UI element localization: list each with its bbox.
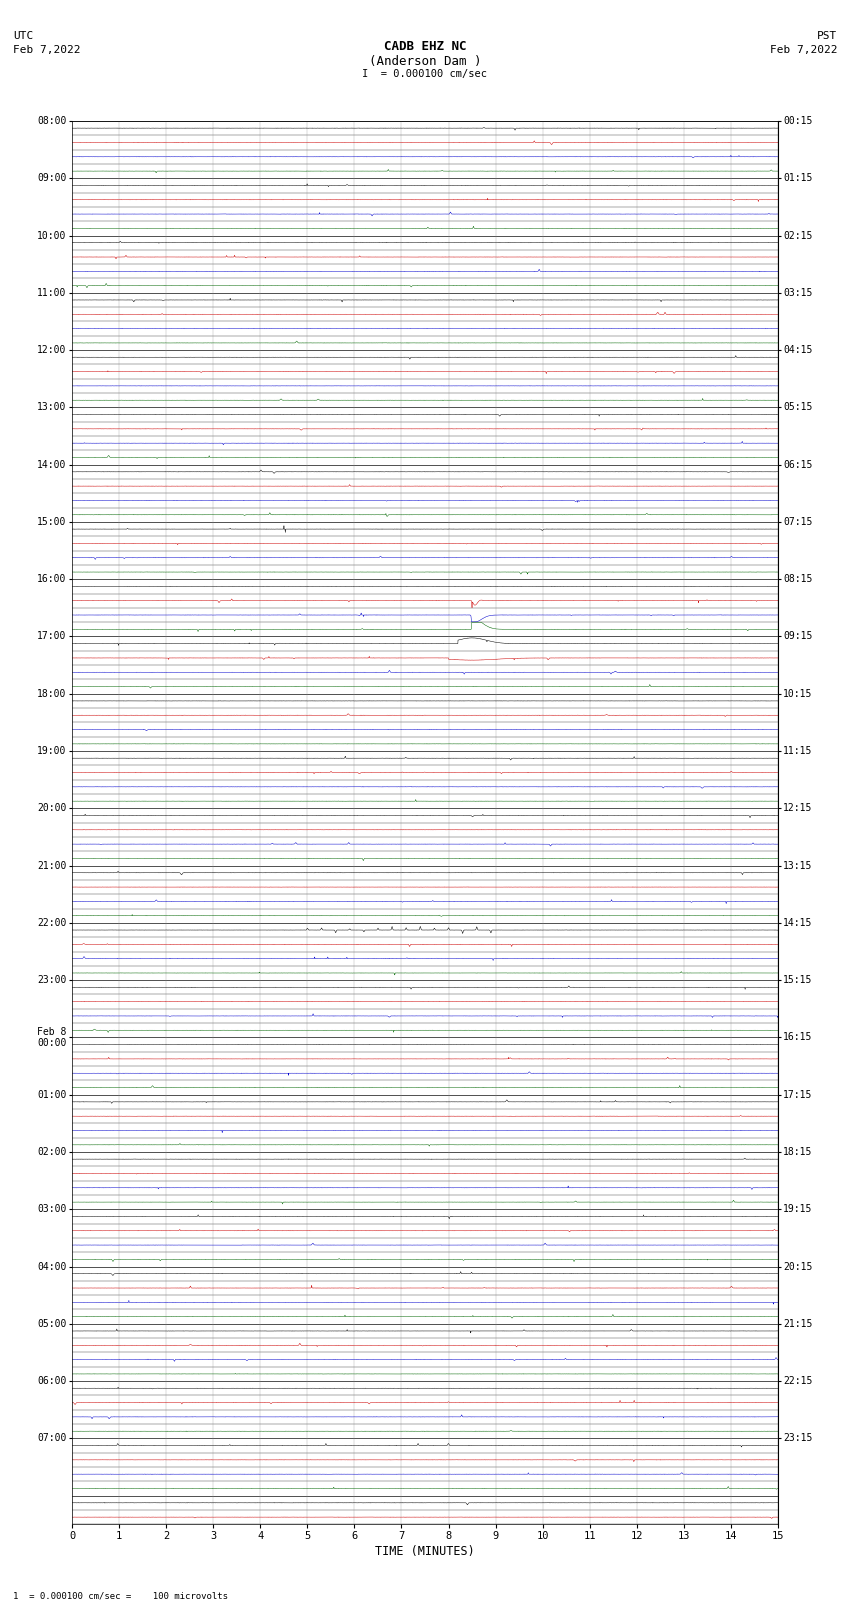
Text: 1  = 0.000100 cm/sec =    100 microvolts: 1 = 0.000100 cm/sec = 100 microvolts <box>13 1590 228 1600</box>
Text: Feb 7,2022: Feb 7,2022 <box>770 45 837 55</box>
Text: (Anderson Dam ): (Anderson Dam ) <box>369 55 481 68</box>
Text: CADB EHZ NC: CADB EHZ NC <box>383 40 467 53</box>
Text: I  = 0.000100 cm/sec: I = 0.000100 cm/sec <box>362 69 488 79</box>
Text: UTC: UTC <box>13 31 33 40</box>
Text: Feb 7,2022: Feb 7,2022 <box>13 45 80 55</box>
Text: PST: PST <box>817 31 837 40</box>
X-axis label: TIME (MINUTES): TIME (MINUTES) <box>375 1545 475 1558</box>
